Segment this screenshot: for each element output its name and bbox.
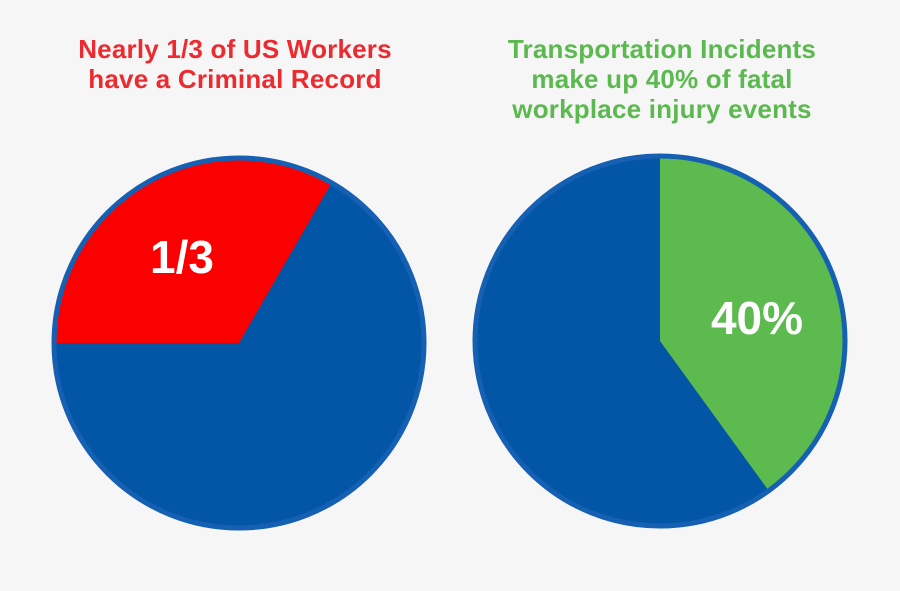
right-title-line-1: Transportation Incidents — [507, 34, 817, 64]
left-pie-outline — [51, 155, 427, 531]
left-chart-title: Nearly 1/3 of US Workers have a Criminal… — [15, 34, 455, 94]
left-title-line-2: have a Criminal Record — [88, 64, 382, 94]
left-pie-highlight-slice — [54, 158, 332, 343]
right-pie-graphic: 40% — [472, 153, 848, 529]
right-pie-outline — [472, 153, 848, 529]
right-title-line-3: workplace injury events — [512, 94, 812, 124]
right-pie-highlight-slice — [660, 156, 846, 491]
left-title-line-1: Nearly 1/3 of US Workers — [78, 34, 392, 64]
right-chart-title: Transportation Incidents make up 40% of … — [452, 34, 872, 124]
right-title-line-2: make up 40% of fatal — [531, 64, 793, 94]
right-slice-label: 40% — [711, 292, 803, 344]
left-pie-graphic: 1/3 — [51, 155, 427, 531]
left-slice-label: 1/3 — [150, 231, 214, 283]
